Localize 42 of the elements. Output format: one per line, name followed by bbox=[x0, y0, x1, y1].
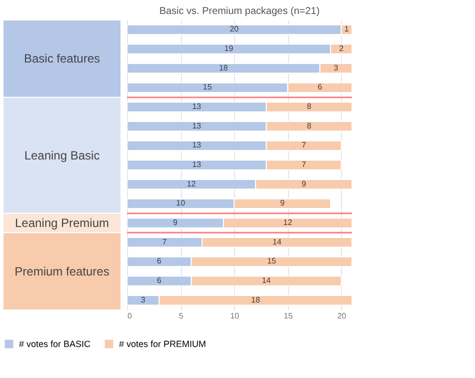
data-label: 13 bbox=[192, 160, 202, 169]
data-label: 18 bbox=[251, 295, 261, 304]
x-tick-label: 10 bbox=[230, 312, 240, 320]
data-label: 1 bbox=[344, 24, 350, 34]
data-label: 8 bbox=[306, 121, 312, 130]
data-label: 9 bbox=[280, 198, 286, 208]
data-label: 14 bbox=[262, 276, 272, 285]
data-label: 7 bbox=[302, 160, 307, 169]
text: Premium features bbox=[14, 264, 110, 278]
data-label: 10 bbox=[176, 198, 186, 208]
text: Leaning Basic bbox=[24, 148, 100, 162]
x-tick-label: 15 bbox=[284, 312, 294, 320]
data-label: 20 bbox=[230, 24, 240, 34]
data-label: 9 bbox=[302, 179, 307, 188]
text: Basic features bbox=[24, 52, 100, 66]
data-label: 14 bbox=[272, 237, 282, 246]
data-label: 19 bbox=[224, 44, 234, 53]
data-label: 3 bbox=[334, 63, 339, 72]
x-tick-label: 20 bbox=[337, 312, 347, 320]
data-label: 12 bbox=[283, 218, 293, 227]
data-label: 3 bbox=[140, 295, 146, 304]
data-label: 18 bbox=[218, 63, 228, 72]
data-label: 6 bbox=[318, 82, 323, 92]
data-label: 12 bbox=[186, 179, 196, 188]
legend-label: # votes for BASIC bbox=[19, 339, 92, 349]
chart-title: Basic vs. Premium packages (n=21) bbox=[159, 6, 320, 17]
data-label: 8 bbox=[306, 102, 312, 111]
data-label: 15 bbox=[267, 256, 277, 266]
data-label: 13 bbox=[192, 102, 202, 111]
x-tick-label: 0 bbox=[128, 312, 132, 320]
text: Leaning Premium bbox=[14, 216, 110, 230]
legend-label: # votes for PREMIUM bbox=[119, 339, 206, 349]
data-label: 13 bbox=[192, 121, 202, 130]
data-label: 13 bbox=[192, 140, 202, 150]
data-label: 7 bbox=[162, 237, 168, 246]
data-label: 6 bbox=[156, 256, 162, 266]
data-label: 9 bbox=[172, 218, 178, 227]
data-label: 6 bbox=[156, 276, 162, 285]
data-label: 2 bbox=[339, 44, 344, 53]
data-label: 15 bbox=[202, 82, 212, 92]
x-tick-label: 5 bbox=[178, 312, 184, 320]
data-label: 7 bbox=[302, 140, 307, 150]
